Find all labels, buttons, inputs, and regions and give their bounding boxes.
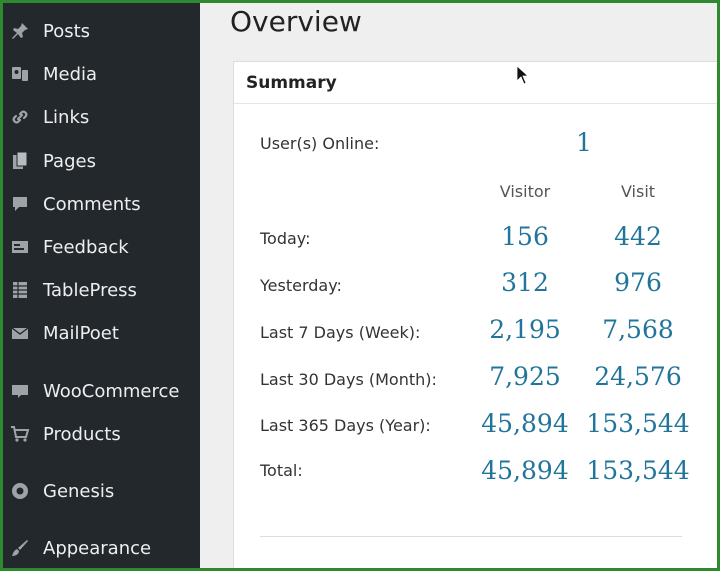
mouse-cursor-icon — [516, 65, 530, 90]
sidebar-item-products[interactable]: Products — [3, 415, 200, 453]
link-icon — [9, 106, 31, 128]
row-label: Last 30 Days (Month): — [260, 370, 437, 389]
screen-frame: Posts Media Links Pages Comments — [3, 3, 717, 568]
visit-value: 24,576 — [594, 362, 682, 391]
media-icon — [9, 63, 31, 85]
sidebar-item-label: Posts — [43, 20, 91, 42]
sidebar-item-appearance[interactable]: Appearance — [3, 529, 200, 567]
visit-value: 153,544 — [586, 409, 690, 438]
main-content: Overview Summary User(s) Online: 1 Visit… — [200, 3, 717, 568]
sidebar-item-label: WooCommerce — [43, 380, 180, 402]
sidebar-item-label: Media — [43, 63, 98, 85]
column-header-visit: Visit — [620, 182, 656, 201]
sidebar-item-label: Appearance — [43, 537, 152, 559]
visitor-value: 2,195 — [489, 315, 561, 344]
pin-icon — [9, 20, 31, 42]
sidebar-item-label: TablePress — [43, 279, 137, 301]
woocommerce-icon — [9, 380, 31, 402]
row-label: Total: — [260, 461, 303, 480]
visitor-value: 45,894 — [481, 456, 569, 485]
visit-value: 976 — [614, 268, 662, 297]
sidebar-item-links[interactable]: Links — [3, 98, 200, 136]
row-label: Last 7 Days (Week): — [260, 323, 421, 342]
visitor-value: 7,925 — [489, 362, 561, 391]
comment-icon — [9, 193, 31, 215]
visit-value: 7,568 — [602, 315, 674, 344]
genesis-icon — [9, 480, 31, 502]
sidebar-item-comments[interactable]: Comments — [3, 185, 200, 223]
users-online-label: User(s) Online: — [260, 134, 380, 153]
sidebar-item-label: Feedback — [43, 236, 129, 258]
visitor-value: 45,894 — [481, 409, 569, 438]
sidebar-item-tablepress[interactable]: TablePress — [3, 271, 200, 309]
pages-icon — [9, 150, 31, 172]
row-label: Last 365 Days (Year): — [260, 416, 431, 435]
admin-sidebar: Posts Media Links Pages Comments — [3, 3, 200, 568]
sidebar-item-mailpoet[interactable]: MailPoet — [3, 314, 200, 352]
sidebar-item-label: Links — [43, 106, 90, 128]
sidebar-item-label: Products — [43, 423, 121, 445]
page-title: Overview — [230, 5, 362, 38]
sidebar-item-woocommerce[interactable]: WooCommerce — [3, 372, 200, 410]
row-label: Yesterday: — [260, 276, 342, 295]
sidebar-item-label: MailPoet — [43, 322, 119, 344]
cart-icon — [9, 423, 31, 445]
summary-card: Summary User(s) Online: 1 Visitor Visit … — [233, 61, 717, 568]
sidebar-item-label: Comments — [43, 193, 141, 215]
column-header-visitor: Visitor — [499, 182, 551, 201]
table-icon — [9, 279, 31, 301]
summary-card-header[interactable]: Summary — [234, 62, 717, 104]
feedback-icon — [9, 236, 31, 258]
visitor-value: 312 — [501, 268, 549, 297]
mail-icon — [9, 322, 31, 344]
sidebar-item-label: Genesis — [43, 480, 115, 502]
summary-divider — [260, 536, 682, 537]
sidebar-item-media[interactable]: Media — [3, 55, 200, 93]
sidebar-item-posts[interactable]: Posts — [3, 12, 200, 50]
visit-value: 442 — [614, 222, 662, 251]
brush-icon — [9, 537, 31, 559]
sidebar-item-feedback[interactable]: Feedback — [3, 228, 200, 266]
row-label: Today: — [260, 229, 311, 248]
sidebar-item-pages[interactable]: Pages — [3, 142, 200, 180]
sidebar-item-label: Pages — [43, 150, 96, 172]
visit-value: 153,544 — [586, 456, 690, 485]
sidebar-item-genesis[interactable]: Genesis — [3, 472, 200, 510]
summary-title: Summary — [246, 72, 337, 93]
visitor-value: 156 — [501, 222, 549, 251]
users-online-value: 1 — [576, 128, 592, 157]
